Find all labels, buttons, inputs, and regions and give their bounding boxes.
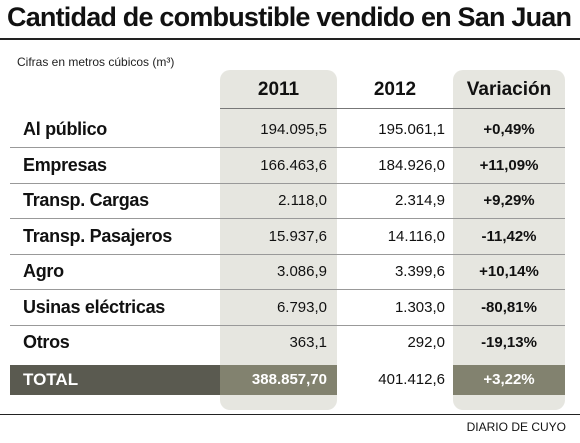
total-value-2011: 388.857,70 [251, 371, 327, 388]
row-value-2012: 292,0 [407, 334, 445, 351]
row-divider [10, 324, 565, 326]
row-value-2012: 3.399,6 [394, 263, 445, 280]
total-variation: +3,22% [483, 371, 535, 388]
column-variation-background [453, 70, 565, 410]
row-label: Empresas [23, 154, 107, 175]
total-value-2012: 401.412,6 [337, 365, 453, 395]
row-variation: +9,29% [483, 192, 535, 209]
row-label: Otros [23, 332, 70, 352]
row-variation: +0,49% [483, 121, 535, 138]
footer-rule [0, 414, 580, 415]
row-divider [10, 253, 565, 255]
total-row: TOTAL 388.857,70 401.412,6 +3,22% [10, 365, 565, 395]
row-value-2011: 2.118,0 [278, 192, 327, 209]
row-value-2011: 166.463,6 [260, 156, 327, 174]
table-row: Otros 363,1 292,0 -19,13% [10, 325, 565, 361]
row-divider [10, 218, 565, 219]
chart-subtitle: Cifras en metros cúbicos (m³) [17, 55, 175, 69]
row-label: Transp. Pasajeros [23, 225, 172, 246]
row-divider [10, 182, 565, 184]
column-header-variation: Variación [466, 79, 552, 100]
header-divider [220, 108, 565, 109]
total-variation-highlight [453, 365, 565, 395]
row-value-2011: 194.095,5 [260, 121, 327, 138]
row-value-2011: 15.937,6 [268, 227, 327, 245]
row-value-2012: 195.061,1 [378, 121, 445, 138]
table-row: Transp. Cargas 2.118,0 2.314,9 +9,29% [10, 183, 565, 219]
column-2011-background [220, 70, 337, 410]
table-row: Al público 194.095,5 195.061,1 +0,49% [10, 112, 565, 148]
row-label: Transp. Cargas [23, 190, 149, 210]
row-variation: -19,13% [481, 334, 537, 351]
row-value-2012: 14.116,0 [387, 227, 445, 245]
row-value-2011: 3.086,9 [276, 263, 327, 280]
title-rule [0, 38, 580, 40]
table-row: Transp. Pasajeros 15.937,6 14.116,0 -11,42% [10, 219, 565, 255]
row-value-2011: 363,1 [289, 334, 327, 351]
row-value-2012: 2.314,9 [394, 192, 445, 209]
total-2011-highlight [220, 365, 337, 395]
row-label: Agro [23, 261, 64, 281]
row-divider [10, 147, 565, 148]
column-header-2012: 2012 [373, 79, 417, 100]
row-value-2012: 1.303,0 [394, 298, 445, 316]
row-value-2012: 184.926,0 [378, 156, 445, 174]
row-divider [10, 289, 565, 290]
row-variation: +11,09% [479, 156, 539, 174]
row-variation: -11,42% [481, 227, 537, 245]
table-row: Agro 3.086,9 3.399,6 +10,14% [10, 254, 565, 290]
row-value-2011: 6.793,0 [276, 298, 327, 316]
column-header-2011: 2011 [257, 79, 300, 100]
row-variation: +10,14% [479, 263, 539, 280]
row-variation: -80,81% [481, 298, 537, 316]
table-row: Empresas 166.463,6 184.926,0 +11,09% [10, 148, 565, 184]
table-row: Usinas eléctricas 6.793,0 1.303,0 -80,81% [10, 290, 565, 326]
chart-title: Cantidad de combustible vendido en San J… [7, 2, 572, 32]
total-label: TOTAL [23, 370, 79, 389]
source-credit: DIARIO DE CUYO [466, 420, 566, 434]
row-label: Usinas eléctricas [23, 296, 165, 317]
row-label: Al público [23, 119, 107, 139]
